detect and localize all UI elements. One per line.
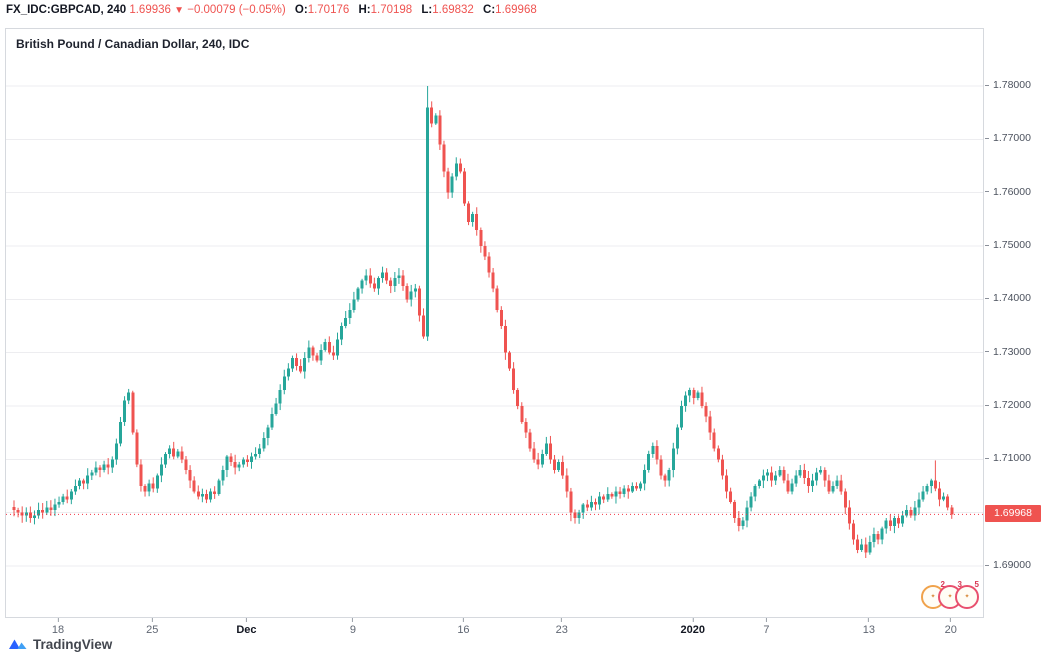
corner-badge[interactable]: 5 ✦ xyxy=(955,580,979,609)
badge-icon: ✦ xyxy=(930,594,936,600)
badge-count: 3 xyxy=(957,580,962,589)
price-change: −0.00079 (−0.05%) xyxy=(187,4,286,16)
low-value: 1.69832 xyxy=(432,4,474,16)
price-axis-label: 1.78000 xyxy=(985,78,1031,92)
time-axis-label: 18 xyxy=(52,618,64,636)
down-arrow-icon: ▼ xyxy=(174,5,185,16)
badge-icon: ✦ xyxy=(964,594,970,600)
time-axis-label: 2020 xyxy=(681,618,705,636)
current-price-tag: 1.69968 xyxy=(985,504,1041,522)
price-axis-label: 1.75000 xyxy=(985,238,1031,252)
price-axis-label: 1.77000 xyxy=(985,131,1031,145)
close-value: 1.69968 xyxy=(495,4,537,16)
price-axis-label: 1.76000 xyxy=(985,185,1031,199)
time-axis-label: 7 xyxy=(763,618,770,636)
candlestick-chart[interactable] xyxy=(6,29,983,617)
gridlines xyxy=(6,85,983,567)
current-price-value: 1.69968 xyxy=(994,507,1032,520)
symbol-legend: FX_IDC:GBPCAD, 240 1.69936 ▼ −0.00079 (−… xyxy=(6,4,537,22)
time-axis-label: 16 xyxy=(457,618,470,636)
footer: TradingView xyxy=(8,632,112,656)
time-axis-label: 25 xyxy=(146,618,158,636)
time-axis-label: 9 xyxy=(350,618,356,636)
time-axis-label: 13 xyxy=(863,618,875,636)
chart-pane[interactable]: British Pound / Canadian Dollar, 240, ID… xyxy=(5,28,984,618)
price-axis-label: 1.73000 xyxy=(985,345,1031,359)
time-axis[interactable]: 18 25 Dec 9 16 23 2020 7 13 20 xyxy=(5,618,984,642)
chart-title: British Pound / Canadian Dollar, 240, ID… xyxy=(16,37,250,51)
badge-icon: ✦ xyxy=(947,594,953,600)
price-axis[interactable]: 1.69968 1.78000 1.77000 1.76000 1.75000 1.74… xyxy=(985,28,1050,618)
open-value: 1.70176 xyxy=(307,4,350,16)
price-axis-label: 1.69000 xyxy=(985,558,1031,572)
last-price: 1.69936 xyxy=(129,4,171,16)
open-label: O: xyxy=(294,4,308,16)
price-axis-label: 1.72000 xyxy=(985,398,1031,412)
time-axis-label: 23 xyxy=(556,618,568,636)
high-label: H: xyxy=(358,4,371,16)
time-axis-label: 20 xyxy=(945,618,957,636)
close-label: C: xyxy=(483,4,496,16)
price-axis-label: 1.71000 xyxy=(985,451,1031,465)
candles xyxy=(12,86,954,558)
badge-count: 5 xyxy=(974,580,979,589)
badge-count: 2 xyxy=(940,580,945,589)
time-axis-label: Dec xyxy=(236,618,257,636)
symbol-name[interactable]: FX_IDC:GBPCAD, 240 xyxy=(6,4,127,16)
high-value: 1.70198 xyxy=(370,4,413,16)
price-axis-label: 1.74000 xyxy=(985,291,1031,305)
low-label: L: xyxy=(421,4,433,16)
tradingview-logo-text[interactable]: TradingView xyxy=(33,636,113,652)
tradingview-logo-icon[interactable] xyxy=(8,636,28,652)
corner-badges[interactable]: 2 ✦ 3 ✦ 5 ✦ xyxy=(921,580,979,609)
